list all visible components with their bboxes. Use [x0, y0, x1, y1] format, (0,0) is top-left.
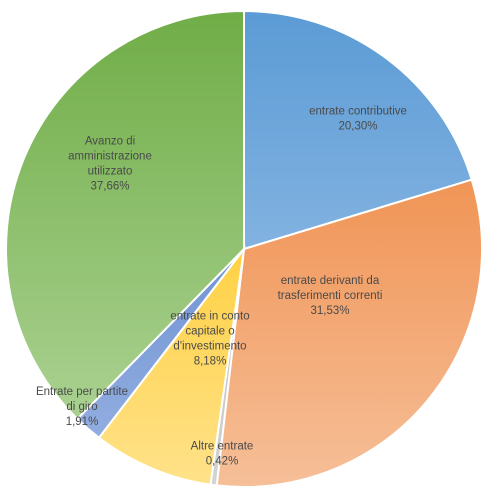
data-label-avanzo-di-amministrazione-utilizzato: Avanzo di amministrazione utilizzato 37,66%: [68, 136, 152, 193]
data-label-name-line: entrate in conto: [170, 311, 249, 323]
data-label-name-line: Entrate per partite: [36, 386, 128, 398]
data-label-altre-entrate: Altre entrate 0,42%: [191, 441, 254, 468]
data-label-name-line: entrate contributive: [309, 106, 407, 118]
pie-slice-entrate-contributive: [243, 9, 473, 251]
data-label-name-line: trasferimenti correnti: [278, 290, 383, 302]
data-label-value: 37,66%: [90, 181, 129, 193]
pie-slice-entrate-in-conto-capitale-o-d-investimento: [97, 245, 246, 486]
slices-layer: [5, 9, 483, 488]
data-label-value: 0,42%: [206, 456, 239, 468]
data-label-value: 31,53%: [310, 305, 349, 317]
data-label-name-line: capitale o: [185, 326, 234, 338]
pie-slice-avanzo-di-amministrazione-utilizzato: [5, 9, 245, 421]
data-label-entrate-in-conto-capitale-o-d-investimento: entrate in conto capitale o d'investimento…: [170, 311, 249, 368]
pie-slice-entrate-derivanti-da-trasferimenti-correnti: [215, 178, 483, 488]
data-label-value: 1,91%: [66, 416, 99, 428]
data-label-name-line: entrate derivanti da: [281, 275, 380, 287]
data-label-name-line: d'investimento: [173, 341, 246, 353]
data-label-entrate-per-partite-di-giro: Entrate per partite di giro 1,91%: [36, 386, 128, 428]
data-label-name-line: di giro: [66, 401, 97, 413]
data-label-value: 8,18%: [194, 356, 227, 368]
data-label-value: 20,30%: [338, 121, 377, 133]
data-label-entrate-derivanti-da-trasferimenti-correnti: entrate derivanti da trasferimenti corren…: [278, 275, 383, 317]
labels-layer: entrate contributive 20,30% entrate deriva…: [36, 106, 407, 468]
data-label-name-line: amministrazione: [68, 151, 152, 163]
data-label-name-line: utilizzato: [88, 166, 133, 178]
data-label-entrate-contributive: entrate contributive 20,30%: [309, 106, 407, 133]
data-label-name-line: Altre entrate: [191, 441, 254, 453]
data-label-name-line: Avanzo di: [85, 136, 135, 148]
